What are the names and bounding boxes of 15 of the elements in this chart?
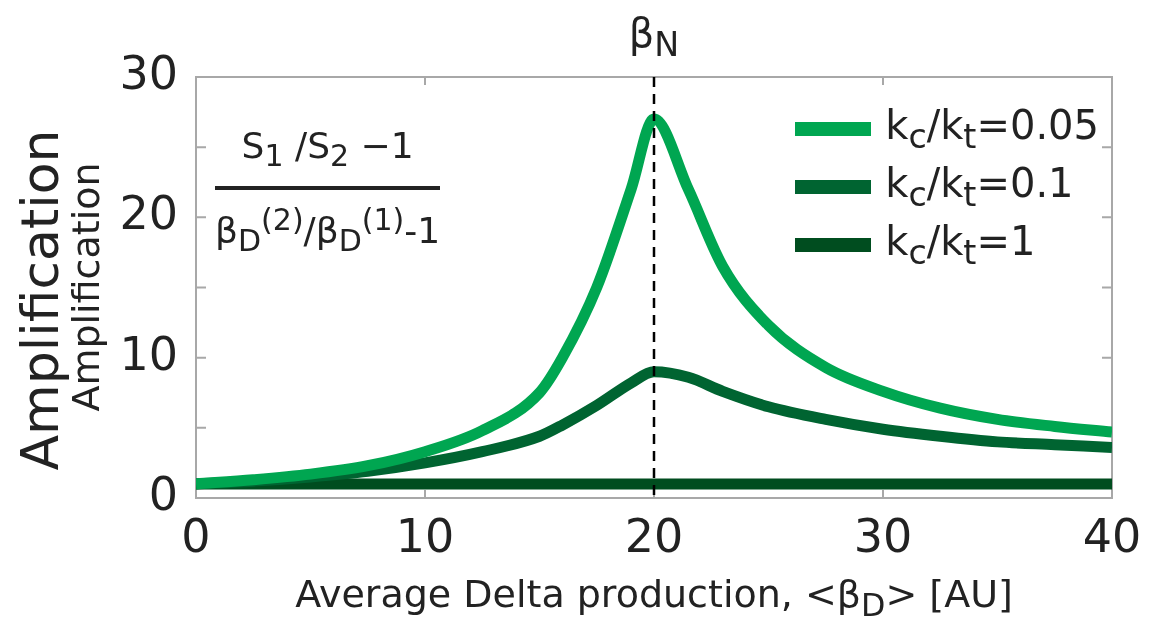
- x-axis-title: Average Delta production, <β$_{D}$> [AU]: [295, 572, 1013, 623]
- x-tick-label: 30: [853, 508, 913, 563]
- x-tick-label: 20: [624, 508, 684, 563]
- legend-label: k$_{c}$/k$_{t}$=0.1: [885, 160, 1074, 214]
- x-tick-label: 10: [395, 508, 455, 563]
- annotation: S$_{1}$ /S$_{2}$ −1: [240, 124, 415, 176]
- y-tick-label: 30: [119, 45, 178, 100]
- y-tick-label: 0: [148, 466, 178, 521]
- legend-label: k$_{c}$/k$_{t}$=1: [885, 218, 1036, 272]
- y-tick-label: 10: [119, 326, 178, 381]
- x-tick-label: 40: [1082, 508, 1142, 563]
- y-tick-label: 20: [119, 186, 178, 241]
- ref-line-label: β$_{N}$: [628, 10, 680, 64]
- annotation: β$_{D}$$^{(2)}$/β$_{D}$$^{(1)}$-1: [215, 201, 441, 261]
- legend-label: k$_{c}$/k$_{t}$=0.05: [885, 102, 1099, 156]
